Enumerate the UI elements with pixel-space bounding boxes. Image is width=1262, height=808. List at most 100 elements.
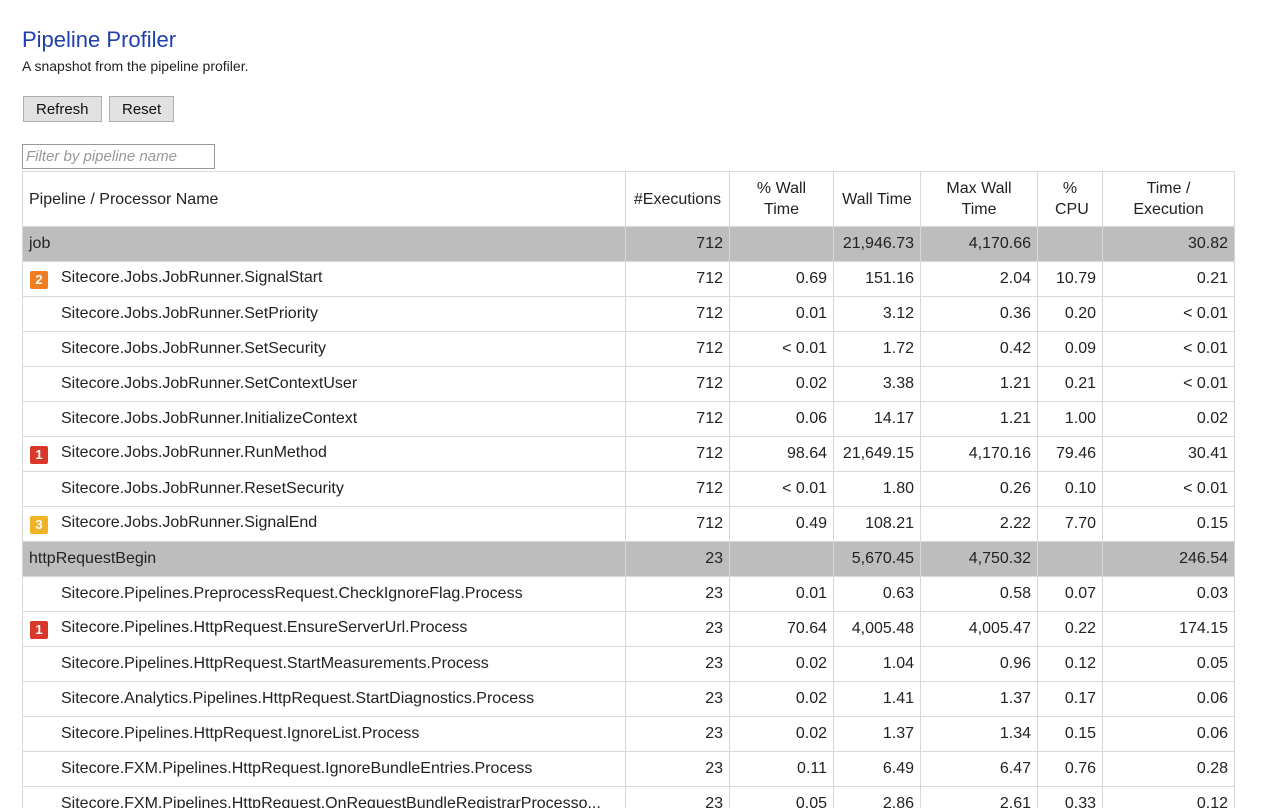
executions-cell: 712	[625, 471, 730, 507]
name-cell: 1 Sitecore.Pipelines.HttpRequest.EnsureSe…	[22, 611, 626, 647]
rank-badge: 1	[30, 446, 48, 464]
rank-badge: 3	[30, 516, 48, 534]
name-cell: Sitecore.Jobs.JobRunner.SetPriority	[22, 296, 626, 332]
pct-cpu-cell	[1037, 541, 1103, 577]
wall-time-cell: 108.21	[833, 506, 921, 542]
pct-wall-cell: 0.11	[729, 751, 834, 787]
name-text: job	[29, 235, 51, 252]
max-wall-cell: 4,005.47	[920, 611, 1038, 647]
name-text: Sitecore.Jobs.JobRunner.SetPriority	[61, 305, 319, 322]
pct-cpu-cell: 0.09	[1037, 331, 1103, 367]
name-cell: Sitecore.Pipelines.HttpRequest.StartMeas…	[22, 646, 626, 682]
pct-wall-cell: 0.49	[729, 506, 834, 542]
time-per-exec-cell: 246.54	[1102, 541, 1235, 577]
time-per-exec-cell: 0.03	[1102, 576, 1235, 612]
max-wall-cell: 6.47	[920, 751, 1038, 787]
column-header: Wall Time	[833, 171, 921, 227]
executions-cell: 23	[625, 681, 730, 717]
profiler-table: Pipeline / Processor Name #Executions % Wa…	[22, 171, 1235, 808]
pct-wall-cell	[729, 226, 834, 262]
time-per-exec-cell: < 0.01	[1102, 331, 1235, 367]
max-wall-cell: 4,170.66	[920, 226, 1038, 262]
executions-cell: 23	[625, 576, 730, 612]
executions-cell: 23	[625, 646, 730, 682]
pct-wall-cell: 0.02	[729, 366, 834, 402]
pct-cpu-cell: 0.33	[1037, 786, 1103, 808]
time-per-exec-cell: < 0.01	[1102, 296, 1235, 332]
name-text: Sitecore.Jobs.JobRunner.SetSecurity	[61, 340, 327, 357]
max-wall-cell: 2.61	[920, 786, 1038, 808]
wall-time-cell: 0.63	[833, 576, 921, 612]
column-header: #Executions	[625, 171, 730, 227]
pct-wall-cell: 0.69	[729, 261, 834, 297]
name-cell: Sitecore.Pipelines.PreprocessRequest.Che…	[22, 576, 626, 612]
pct-cpu-cell: 0.12	[1037, 646, 1103, 682]
max-wall-cell: 0.26	[920, 471, 1038, 507]
executions-cell: 712	[625, 436, 730, 472]
pct-cpu-cell: 0.76	[1037, 751, 1103, 787]
processor-row: Sitecore.FXM.Pipelines.HttpRequest.Ignor…	[22, 751, 1235, 787]
wall-time-cell: 1.72	[833, 331, 921, 367]
max-wall-cell: 0.58	[920, 576, 1038, 612]
column-header-text: Wall Time	[842, 190, 912, 208]
wall-time-cell: 1.80	[833, 471, 921, 507]
executions-cell: 712	[625, 226, 730, 262]
processor-row: Sitecore.FXM.Pipelines.HttpRequest.OnReq…	[22, 786, 1235, 808]
executions-cell: 712	[625, 331, 730, 367]
group-row: job 712 21,946.73 4,170.66 30.82	[22, 226, 1235, 262]
column-header-text: Pipeline / Processor Name	[29, 190, 219, 208]
pct-wall-cell: 0.01	[729, 576, 834, 612]
reset-button[interactable]: Reset	[109, 96, 175, 122]
executions-cell: 23	[625, 751, 730, 787]
subtitle: A snapshot from the pipeline profiler.	[22, 58, 249, 74]
time-per-exec-cell: 0.06	[1102, 716, 1235, 752]
rank-badge: 1	[30, 621, 48, 639]
pct-wall-cell: 0.05	[729, 786, 834, 808]
time-per-exec-cell: 0.02	[1102, 401, 1235, 437]
group-row: httpRequestBegin 23 5,670.45 4,750.32 246.54	[22, 541, 1235, 577]
filter-input[interactable]	[22, 144, 215, 169]
max-wall-cell: 0.36	[920, 296, 1038, 332]
pct-cpu-cell: 0.07	[1037, 576, 1103, 612]
pct-cpu-cell: 1.00	[1037, 401, 1103, 437]
name-cell: Sitecore.Analytics.Pipelines.HttpRequest…	[22, 681, 626, 717]
header-row: Pipeline / Processor Name #Executions % Wa…	[22, 171, 1235, 227]
name-text: Sitecore.Pipelines.HttpRequest.IgnoreLis…	[61, 725, 420, 742]
pct-cpu-cell: 0.15	[1037, 716, 1103, 752]
max-wall-cell: 0.42	[920, 331, 1038, 367]
processor-row: Sitecore.Jobs.JobRunner.SetContextUser 71…	[22, 366, 1235, 402]
name-cell: 1 Sitecore.Jobs.JobRunner.RunMethod	[22, 436, 626, 472]
processor-row: Sitecore.Jobs.JobRunner.SetPriority 712 0.…	[22, 296, 1235, 332]
max-wall-cell: 1.34	[920, 716, 1038, 752]
refresh-button[interactable]: Refresh	[23, 96, 102, 122]
time-per-exec-cell: < 0.01	[1102, 366, 1235, 402]
processor-row: 1 Sitecore.Jobs.JobRunner.RunMethod 712 98.…	[22, 436, 1235, 472]
processor-row: 2 Sitecore.Jobs.JobRunner.SignalStart 712 0…	[22, 261, 1235, 297]
pct-wall-cell: < 0.01	[729, 471, 834, 507]
max-wall-cell: 1.21	[920, 401, 1038, 437]
name-cell: job	[22, 226, 626, 262]
max-wall-cell: 2.04	[920, 261, 1038, 297]
time-per-exec-cell: 0.21	[1102, 261, 1235, 297]
time-per-exec-cell: 0.15	[1102, 506, 1235, 542]
column-header: Pipeline / Processor Name	[22, 171, 626, 227]
name-cell: Sitecore.Jobs.JobRunner.ResetSecurity	[22, 471, 626, 507]
name-cell: httpRequestBegin	[22, 541, 626, 577]
max-wall-cell: 4,170.16	[920, 436, 1038, 472]
wall-time-cell: 3.38	[833, 366, 921, 402]
pct-cpu-cell: 0.21	[1037, 366, 1103, 402]
column-header: % CPU	[1037, 171, 1103, 227]
name-text: Sitecore.Analytics.Pipelines.HttpRequest…	[61, 690, 535, 707]
name-text: Sitecore.Jobs.JobRunner.InitializeContex…	[61, 410, 358, 427]
wall-time-cell: 1.37	[833, 716, 921, 752]
pct-cpu-cell: 0.20	[1037, 296, 1103, 332]
executions-cell: 23	[625, 786, 730, 808]
executions-cell: 23	[625, 611, 730, 647]
name-text: Sitecore.Pipelines.PreprocessRequest.Che…	[61, 585, 523, 602]
column-header: % Wall Time	[729, 171, 834, 227]
name-cell: Sitecore.FXM.Pipelines.HttpRequest.OnReq…	[22, 786, 626, 808]
executions-cell: 712	[625, 296, 730, 332]
name-cell: Sitecore.Jobs.JobRunner.SetContextUser	[22, 366, 626, 402]
pct-wall-cell: 98.64	[729, 436, 834, 472]
pct-cpu-cell: 79.46	[1037, 436, 1103, 472]
